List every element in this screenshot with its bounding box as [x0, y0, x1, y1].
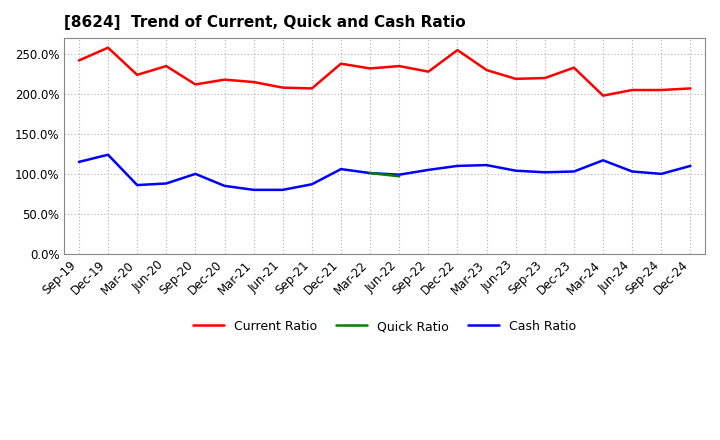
- Cash Ratio: [133, 183, 142, 188]
- Current Ratio: [279, 85, 287, 90]
- Current Ratio: [395, 63, 404, 69]
- Current Ratio: [162, 63, 171, 69]
- Current Ratio: [249, 79, 258, 84]
- Current Ratio: [686, 86, 695, 91]
- Cash Ratio: [686, 163, 695, 169]
- Current Ratio: [511, 76, 520, 81]
- Current Ratio: [220, 77, 229, 82]
- Cash Ratio: [628, 169, 636, 174]
- Cash Ratio: [395, 172, 404, 177]
- Current Ratio: [337, 61, 346, 66]
- Legend: Current Ratio, Quick Ratio, Cash Ratio: Current Ratio, Quick Ratio, Cash Ratio: [188, 315, 581, 338]
- Current Ratio: [628, 88, 636, 93]
- Current Ratio: [307, 86, 316, 91]
- Cash Ratio: [511, 168, 520, 173]
- Current Ratio: [599, 93, 608, 98]
- Current Ratio: [541, 75, 549, 81]
- Cash Ratio: [279, 187, 287, 192]
- Current Ratio: [482, 67, 491, 73]
- Current Ratio: [453, 48, 462, 53]
- Current Ratio: [104, 45, 112, 50]
- Current Ratio: [133, 72, 142, 77]
- Line: Cash Ratio: Cash Ratio: [79, 155, 690, 190]
- Cash Ratio: [599, 158, 608, 163]
- Current Ratio: [191, 82, 199, 87]
- Cash Ratio: [541, 170, 549, 175]
- Cash Ratio: [366, 170, 374, 176]
- Cash Ratio: [307, 182, 316, 187]
- Current Ratio: [75, 58, 84, 63]
- Line: Quick Ratio: Quick Ratio: [370, 173, 400, 176]
- Current Ratio: [366, 66, 374, 71]
- Cash Ratio: [424, 167, 433, 172]
- Cash Ratio: [453, 163, 462, 169]
- Cash Ratio: [162, 181, 171, 186]
- Cash Ratio: [657, 171, 666, 176]
- Cash Ratio: [220, 183, 229, 188]
- Current Ratio: [424, 69, 433, 74]
- Cash Ratio: [75, 159, 84, 165]
- Cash Ratio: [337, 166, 346, 172]
- Cash Ratio: [249, 187, 258, 192]
- Cash Ratio: [482, 162, 491, 168]
- Quick Ratio: [366, 170, 374, 176]
- Cash Ratio: [191, 171, 199, 176]
- Cash Ratio: [570, 169, 578, 174]
- Line: Current Ratio: Current Ratio: [79, 48, 690, 95]
- Quick Ratio: [395, 174, 404, 179]
- Text: [8624]  Trend of Current, Quick and Cash Ratio: [8624] Trend of Current, Quick and Cash …: [64, 15, 466, 30]
- Cash Ratio: [104, 152, 112, 158]
- Current Ratio: [657, 88, 666, 93]
- Current Ratio: [570, 65, 578, 70]
